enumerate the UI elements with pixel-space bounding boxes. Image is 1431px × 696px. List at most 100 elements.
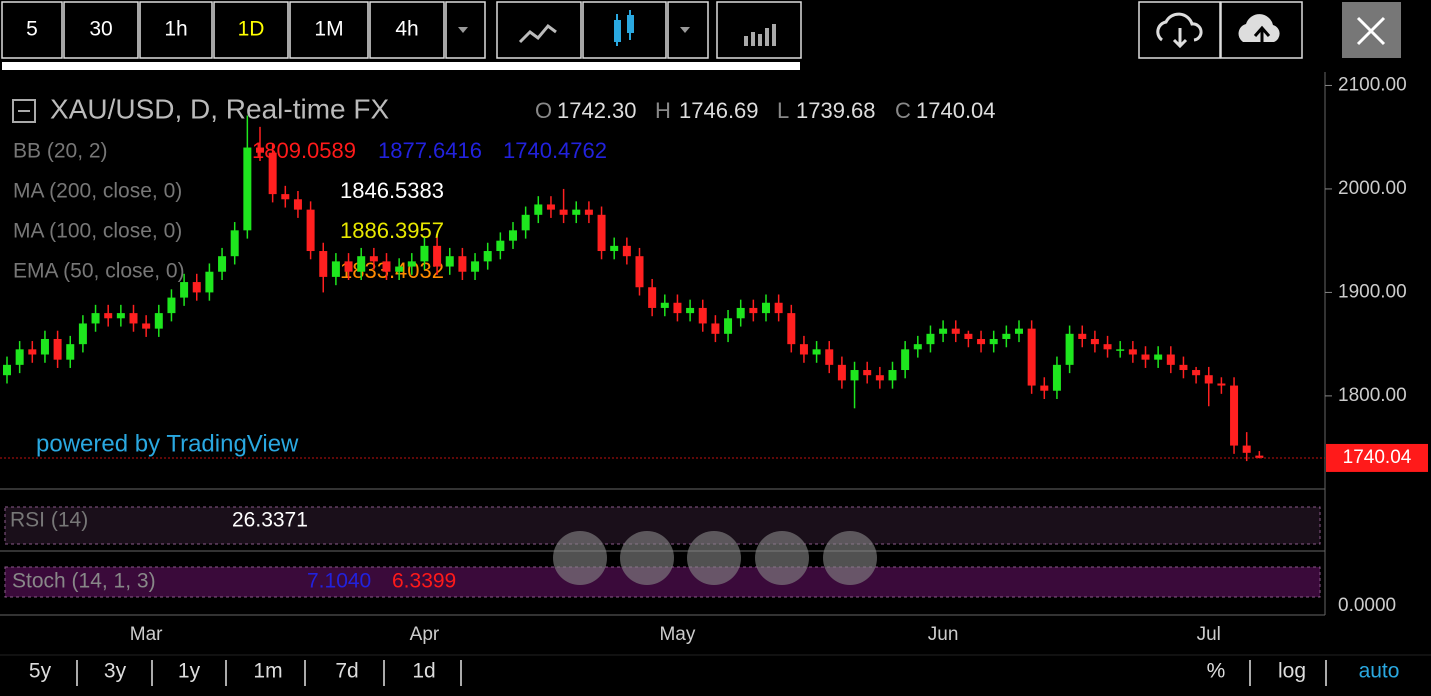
candle-body <box>331 261 340 277</box>
nav-button[interactable] <box>823 531 877 585</box>
nav-button[interactable] <box>687 531 741 585</box>
candle-body <box>648 287 657 308</box>
candle-body <box>243 147 252 231</box>
candle-body <box>964 333 973 339</box>
candle-body <box>787 313 796 345</box>
line-chart-button[interactable] <box>496 1 582 59</box>
candle-body <box>749 307 758 314</box>
candle-body <box>205 271 214 293</box>
y-tick-label: 1900.00 <box>1338 281 1407 302</box>
candle-body <box>1015 328 1023 334</box>
candle-body <box>711 323 720 334</box>
dropdown[interactable] <box>667 1 709 59</box>
scroll-strip <box>2 62 800 70</box>
candle-body <box>901 349 910 371</box>
candle-body <box>471 261 480 272</box>
candle-body <box>167 297 176 314</box>
range-label[interactable]: 1y <box>178 660 201 683</box>
candle-body <box>369 256 378 262</box>
icon <box>1356 16 1386 46</box>
button[interactable] <box>369 1 445 59</box>
interval-label[interactable]: 1M <box>314 18 343 41</box>
candle-body <box>281 194 290 200</box>
candle-body <box>1027 328 1036 386</box>
candle-body <box>572 209 581 215</box>
ohlc-value: 1739.68 <box>796 98 876 123</box>
indicator-value: 1886.3957 <box>340 218 444 243</box>
button[interactable] <box>139 1 213 59</box>
candle-body <box>799 344 808 355</box>
candle-body <box>268 152 277 195</box>
button[interactable] <box>1 1 63 59</box>
candle-body <box>1002 333 1011 339</box>
candle-body <box>686 307 695 314</box>
range-label[interactable]: 3y <box>104 660 127 683</box>
range-label[interactable]: 5y <box>29 660 52 683</box>
indicator-name: MA (200, close, 0) <box>13 180 182 203</box>
nav-button[interactable] <box>620 531 674 585</box>
candle-body <box>445 256 454 267</box>
button[interactable] <box>213 1 289 59</box>
candle-body <box>673 302 682 314</box>
candle-body <box>1179 364 1188 371</box>
candle-button[interactable] <box>582 1 667 59</box>
candle-body <box>1040 385 1049 391</box>
indicator-value: 1740.4762 <box>503 138 607 163</box>
candle-body <box>407 261 416 267</box>
candle-body <box>53 338 62 360</box>
button[interactable] <box>289 1 369 59</box>
candle-body <box>635 256 644 288</box>
candle-body <box>977 338 986 345</box>
candle-body <box>1242 445 1251 453</box>
candle-body <box>91 313 100 324</box>
candle-body <box>509 230 517 241</box>
candle-body <box>66 344 75 360</box>
interval-label[interactable]: 1D <box>238 18 265 41</box>
scale-mode[interactable]: % <box>1207 660 1226 683</box>
candle-body <box>698 307 707 324</box>
icon <box>518 23 557 44</box>
symbol-title: XAU/USD, D, Real-time FX <box>50 93 389 124</box>
candle-body <box>534 204 543 215</box>
candle-body <box>180 282 189 298</box>
x-tick-label: Jul <box>1197 624 1221 645</box>
candle-body <box>420 245 429 262</box>
candle-body <box>230 230 239 257</box>
range-label[interactable]: 1d <box>412 660 435 683</box>
scale-mode[interactable]: auto <box>1359 660 1400 683</box>
ohlc-label: C <box>895 98 911 123</box>
indicator-value: 7.1040 <box>307 570 371 593</box>
nav-button[interactable] <box>553 531 607 585</box>
axis-label: 0.0000 <box>1338 595 1396 616</box>
candle-body <box>736 307 745 319</box>
interval-label[interactable]: 5 <box>26 18 38 41</box>
candle-body <box>154 313 163 329</box>
interval-label[interactable]: 4h <box>395 18 418 41</box>
candle-body <box>458 256 467 272</box>
y-tick-label: 2100.00 <box>1338 74 1407 95</box>
candle-body <box>1128 349 1137 355</box>
candle-body <box>913 344 922 350</box>
candle-body <box>863 370 872 376</box>
interval-label[interactable]: 1h <box>164 18 187 41</box>
candle-body <box>293 199 302 210</box>
collapse-icon[interactable] <box>12 99 36 123</box>
scale-mode[interactable]: log <box>1278 660 1306 683</box>
indicators-button[interactable] <box>716 1 802 59</box>
nav-button[interactable] <box>755 531 809 585</box>
range-label[interactable]: 7d <box>335 660 358 683</box>
ohlc-value: 1746.69 <box>679 98 759 123</box>
x-tick-label: May <box>659 624 695 645</box>
toolbar <box>1 1 1401 59</box>
last-price-label: 1740.04 <box>1343 447 1412 468</box>
candle-body <box>483 251 492 262</box>
candle-body <box>28 349 37 355</box>
candle-body <box>850 370 859 381</box>
interval-label[interactable]: 30 <box>89 18 112 41</box>
button[interactable] <box>63 1 139 59</box>
range-label[interactable]: 1m <box>253 660 282 683</box>
candle-body <box>837 364 846 381</box>
candle-body <box>812 349 821 355</box>
candle-body <box>584 209 593 215</box>
